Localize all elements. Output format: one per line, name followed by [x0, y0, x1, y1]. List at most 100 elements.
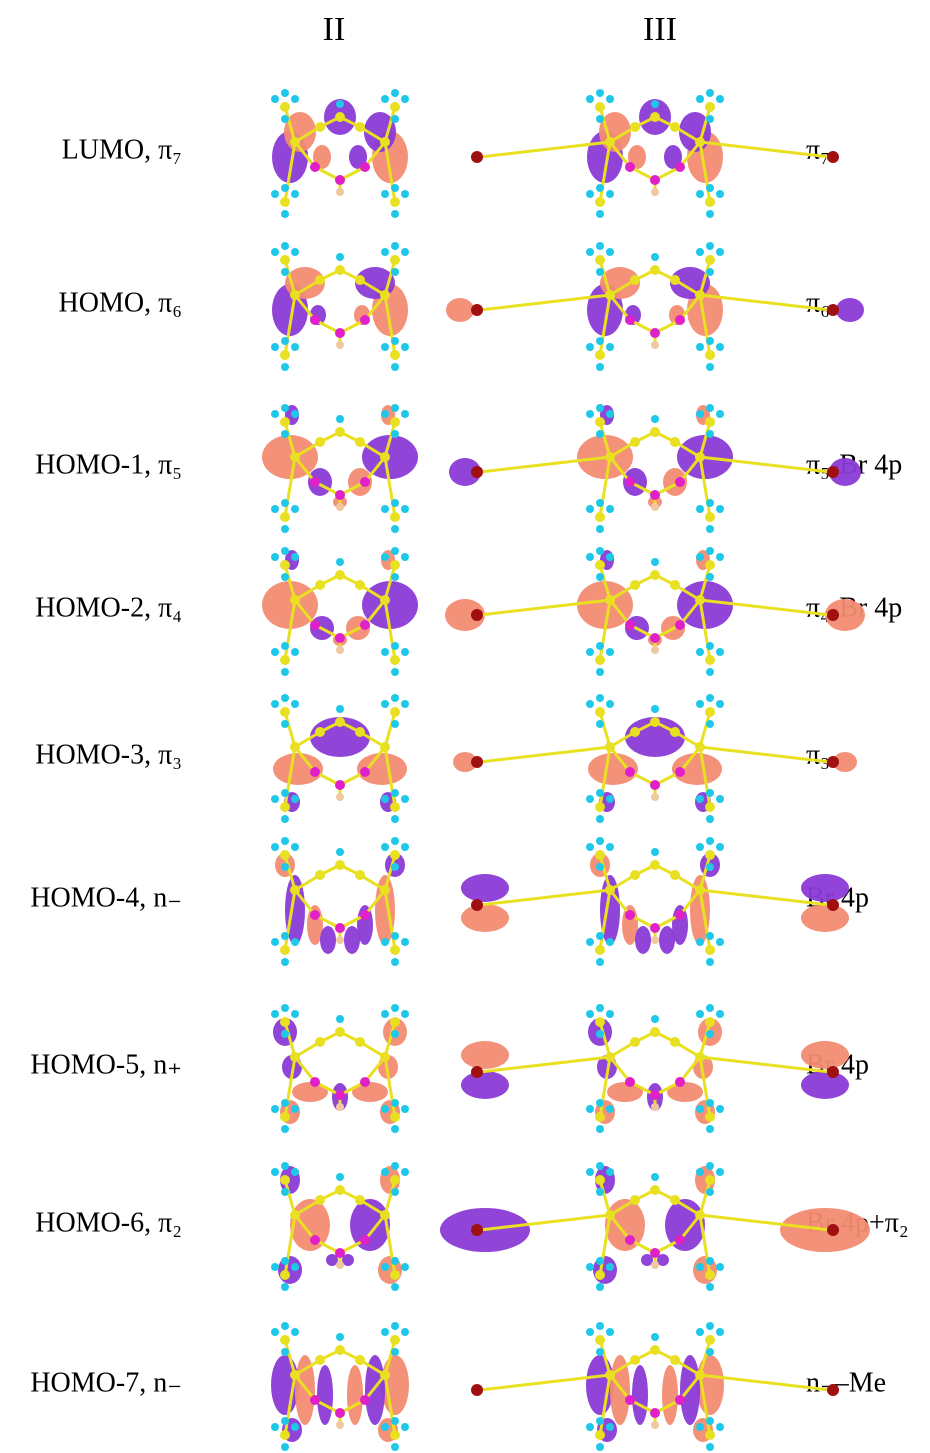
carbon-atom: [705, 655, 715, 665]
molecule: [471, 1322, 839, 1451]
hydrogen-atom: [336, 1333, 344, 1341]
hydrogen-atom: [596, 932, 604, 940]
carbon-atom: [705, 417, 715, 427]
row-label: π₆: [806, 287, 830, 318]
hydrogen-atom: [606, 1105, 614, 1113]
hydrogen-atom: [391, 1417, 399, 1425]
carbon-atom: [315, 1037, 325, 1047]
carbon-atom: [280, 417, 290, 427]
hydrogen-atom: [651, 100, 659, 108]
orbital-lobe: [801, 904, 849, 932]
nitrogen-atom: [675, 1395, 685, 1405]
carbon-atom: [705, 945, 715, 955]
carbon-atom: [670, 1355, 680, 1365]
carbon-atom: [650, 1185, 660, 1195]
hydrogen-atom: [271, 1168, 279, 1176]
carbon-atom: [335, 427, 345, 437]
hydrogen-atom: [606, 553, 614, 561]
nitrogen-atom: [335, 923, 345, 933]
hydrogen-atom: [281, 958, 289, 966]
nitrogen-atom: [675, 1235, 685, 1245]
carbon-atom: [390, 1017, 400, 1027]
carbon-atom: [280, 850, 290, 860]
carbon-atom: [605, 452, 615, 462]
molecule: [271, 1322, 409, 1451]
hydrogen-atom: [706, 789, 714, 797]
hydrogen-atom: [391, 1125, 399, 1133]
hydrogen-atom: [381, 1328, 389, 1336]
molecule: [446, 242, 864, 371]
hydrogen-atom: [291, 190, 299, 198]
hydrogen-atom: [391, 1443, 399, 1451]
hydrogen-atom: [291, 1423, 299, 1431]
hydrogen-atom: [281, 932, 289, 940]
carbon-atom: [670, 1037, 680, 1047]
nitrogen-atom: [335, 175, 345, 185]
carbon-atom: [380, 1210, 390, 1220]
hydrogen-atom: [381, 505, 389, 513]
nitrogen-atom: [310, 910, 320, 920]
carbon-atom: [695, 742, 705, 752]
hydrogen-atom: [381, 1423, 389, 1431]
hydrogen-atom: [706, 430, 714, 438]
hydrogen-atom: [401, 343, 409, 351]
nitrogen-atom: [650, 1408, 660, 1418]
carbon-atom: [705, 1430, 715, 1440]
carbon-atom: [280, 255, 290, 265]
hydrogen-atom: [381, 1105, 389, 1113]
hydrogen-atom: [381, 843, 389, 851]
hydrogen-atom: [596, 1443, 604, 1451]
carbon-atom: [290, 595, 300, 605]
carbon-atom: [315, 727, 325, 737]
hydrogen-atom: [381, 553, 389, 561]
hydrogen-atom: [596, 404, 604, 412]
boron-atom: [336, 503, 344, 511]
hydrogen-atom: [596, 547, 604, 555]
hydrogen-atom: [716, 343, 724, 351]
nitrogen-atom: [310, 315, 320, 325]
carbon-atom: [280, 350, 290, 360]
hydrogen-atom: [281, 1283, 289, 1291]
molecule: [262, 547, 418, 676]
hydrogen-atom: [596, 1188, 604, 1196]
nitrogen-atom: [310, 767, 320, 777]
carbon-atom: [290, 742, 300, 752]
hydrogen-atom: [716, 1263, 724, 1271]
nitrogen-atom: [335, 780, 345, 790]
hydrogen-atom: [596, 837, 604, 845]
carbon-atom: [390, 945, 400, 955]
carbon-atom: [335, 1185, 345, 1195]
carbon-atom: [595, 350, 605, 360]
hydrogen-atom: [391, 210, 399, 218]
hydrogen-atom: [606, 843, 614, 851]
hydrogen-atom: [391, 642, 399, 650]
hydrogen-atom: [271, 648, 279, 656]
carbon-atom: [650, 570, 660, 580]
hydrogen-atom: [281, 210, 289, 218]
orbital-lobe: [801, 1041, 849, 1069]
nitrogen-atom: [335, 328, 345, 338]
hydrogen-atom: [281, 499, 289, 507]
hydrogen-atom: [596, 573, 604, 581]
carbon-atom: [605, 137, 615, 147]
hydrogen-atom: [281, 430, 289, 438]
carbon-atom: [335, 265, 345, 275]
hydrogen-atom: [706, 720, 714, 728]
molecule: [440, 1162, 870, 1291]
nitrogen-atom: [625, 1395, 635, 1405]
hydrogen-atom: [271, 95, 279, 103]
carbon-atom: [280, 1335, 290, 1345]
nitrogen-atom: [675, 477, 685, 487]
carbon-atom: [595, 1430, 605, 1440]
carbon-atom: [380, 885, 390, 895]
hydrogen-atom: [391, 1257, 399, 1265]
hydrogen-atom: [596, 1283, 604, 1291]
row-label: n₋–Me: [806, 1367, 886, 1398]
hydrogen-atom: [401, 190, 409, 198]
figure: II III LUMO, π₇π₇HOMO, π₆π₆HOMO-1, π₅π₅-…: [0, 0, 930, 1453]
hydrogen-atom: [596, 430, 604, 438]
boron-atom: [651, 188, 659, 196]
hydrogen-atom: [706, 958, 714, 966]
hydrogen-atom: [596, 1322, 604, 1330]
carbon-atom: [705, 255, 715, 265]
